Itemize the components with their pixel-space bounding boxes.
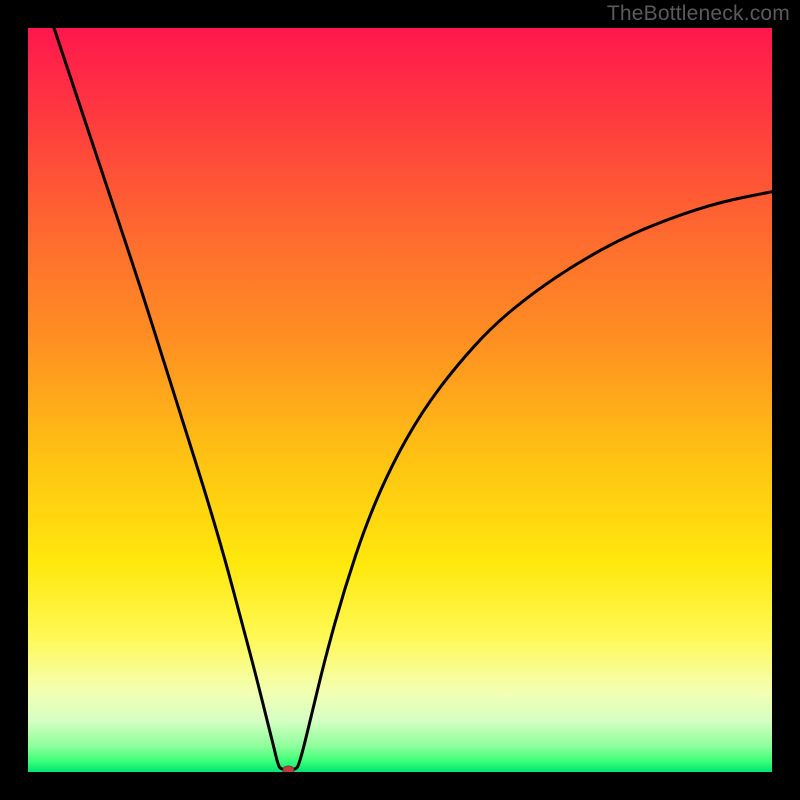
plot-svg [28,28,772,772]
watermark-text: TheBottleneck.com [607,2,790,26]
plot-area [28,28,772,772]
chart-container: TheBottleneck.com [0,0,800,800]
optimal-point-marker [283,766,294,772]
gradient-background [28,28,772,772]
